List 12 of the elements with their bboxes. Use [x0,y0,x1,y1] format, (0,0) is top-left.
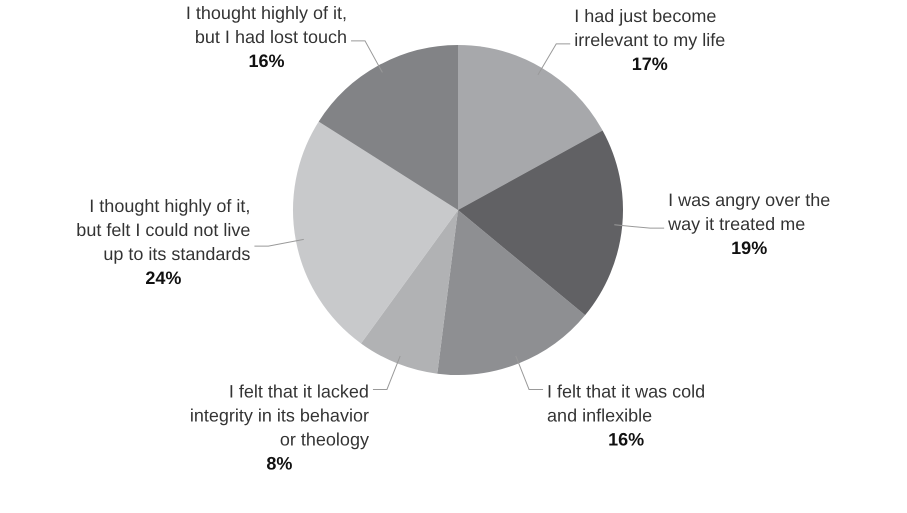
slice-label: I was angry over the way it treated me [667,190,830,234]
data-label: 16% [608,429,644,450]
slice-label: I felt that it lacked integrity in its behavior or theology [190,381,369,450]
data-label: 17% [632,54,668,74]
slice-label: I had just become irrelevant to my life [574,6,726,50]
slice-label: I thought highly of it, but felt I could not live up to its standards [76,196,250,264]
slice-label: I thought highly of it, but I had lost touch [186,2,348,47]
data-label: 16% [248,50,284,71]
data-label: 8% [266,453,292,474]
slice-label: I felt that it was cold and inflexible [547,381,706,426]
data-label: 24% [145,268,182,288]
data-label: 19% [731,238,768,258]
